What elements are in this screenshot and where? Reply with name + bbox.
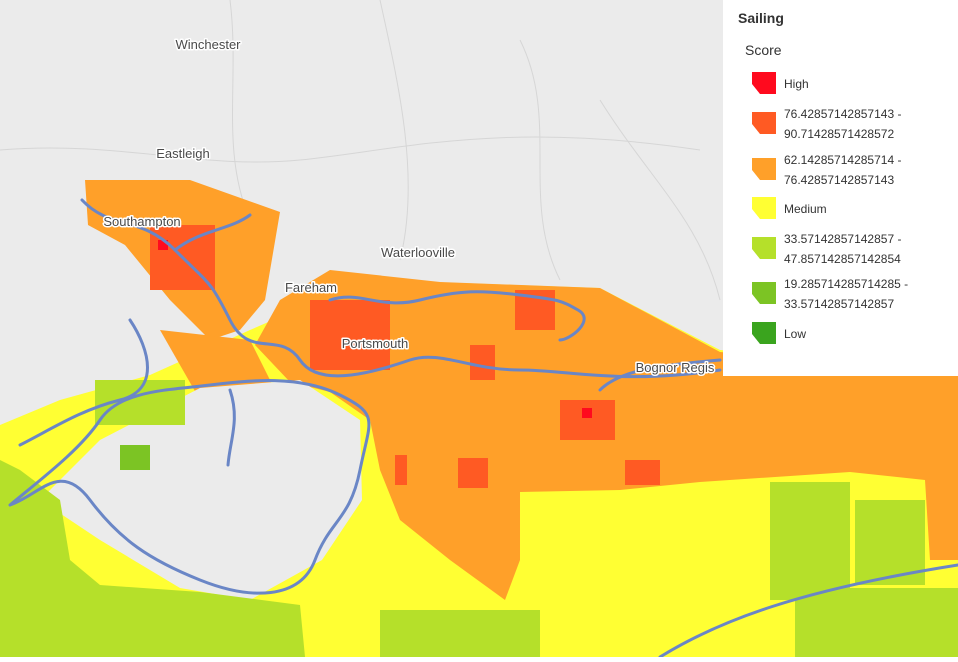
legend-swatch [752, 282, 776, 304]
coast-line [598, 358, 722, 392]
legend-label: 19.285714285714285 - [784, 277, 908, 291]
place-label: Eastleigh [156, 146, 209, 161]
very-high-area [560, 400, 615, 440]
very-high-area [458, 458, 488, 488]
coast-line [8, 379, 371, 595]
place-labels: Winchester Eastleigh Southampton Waterlo… [102, 36, 717, 377]
coast-line [18, 318, 149, 447]
place-label: Southampton [103, 214, 180, 229]
low-area [770, 482, 850, 600]
legend-label: 90.71428571428572 [784, 127, 894, 141]
legend-label: Medium [784, 202, 827, 216]
coast-line [226, 388, 236, 467]
legend-swatch [752, 72, 776, 94]
score-surface [0, 180, 958, 657]
legend-label: High [784, 77, 809, 91]
very-high-area [625, 460, 660, 485]
road [229, 0, 251, 221]
island [40, 380, 362, 600]
legend-title: Sailing [738, 10, 784, 26]
legend-label: 62.14285714285714 - [784, 153, 901, 167]
top-area [582, 408, 592, 418]
coast-line [658, 563, 958, 659]
legend-swatch [752, 112, 776, 134]
legend-swatch [752, 158, 776, 180]
low-area [380, 610, 540, 657]
very-high-area [470, 345, 495, 380]
place-label: Portsmouth [342, 336, 408, 351]
legend-label: 76.42857142857143 [784, 173, 894, 187]
coast-line [328, 290, 586, 342]
place-label: Waterlooville [381, 245, 455, 260]
road [379, 0, 409, 261]
place-label: Bognor Regis [636, 360, 715, 375]
coast-line [173, 213, 252, 252]
road [599, 99, 721, 301]
low-area [0, 460, 305, 657]
road [519, 39, 561, 281]
place-label: Fareham [285, 280, 337, 295]
roads [0, 0, 721, 301]
low-area [795, 588, 958, 657]
legend-panel [723, 0, 958, 376]
legend-label: 33.57142857142857 - [784, 232, 901, 246]
coastline [8, 198, 958, 659]
legend-swatch [752, 322, 776, 344]
legend-label: 76.42857142857143 - [784, 107, 901, 121]
legend-swatch [752, 237, 776, 259]
legend: Sailing Score High 76.42857142857143 - 90.… [723, 0, 958, 376]
place-label: Winchester [175, 37, 241, 52]
legend-field: Score [745, 42, 782, 58]
legend-swatch [752, 197, 776, 219]
legend-label: 33.57142857142857 [784, 297, 894, 311]
low-area [120, 445, 150, 470]
very-high-area [310, 300, 390, 370]
legend-label: Low [784, 327, 806, 341]
road [0, 136, 701, 163]
legend-label: 47.857142857142854 [784, 252, 901, 266]
low-area [855, 500, 925, 585]
very-high-area [395, 455, 407, 485]
top-area [158, 240, 168, 250]
